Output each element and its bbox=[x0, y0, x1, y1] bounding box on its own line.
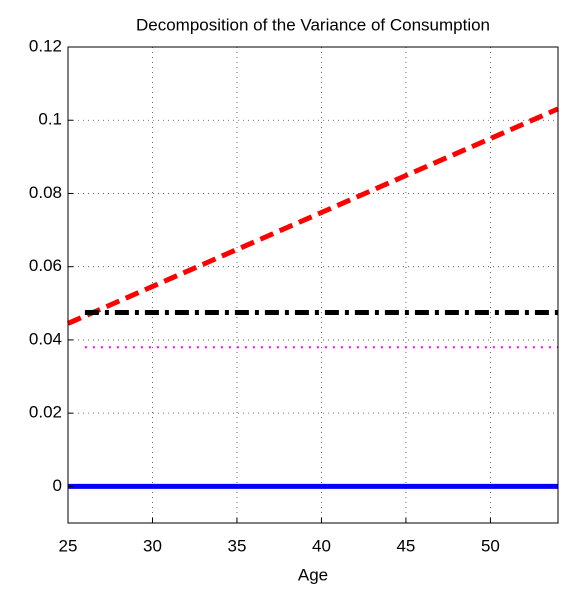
plot-area bbox=[68, 47, 558, 523]
chart-title: Decomposition of the Variance of Consump… bbox=[136, 15, 490, 34]
x-tick-label: 30 bbox=[143, 536, 162, 555]
ticks: 25 30 35 40 45 50 0 0.02 0.04 0.06 0.08 0.1 0.12 bbox=[29, 36, 500, 555]
x-tick-label: 25 bbox=[59, 536, 78, 555]
y-tick-label: 0.06 bbox=[29, 256, 62, 275]
plot-frame bbox=[67, 46, 559, 524]
x-tick-label: 50 bbox=[481, 536, 500, 555]
y-tick-label: 0.02 bbox=[29, 403, 62, 422]
x-tick-label: 35 bbox=[228, 536, 247, 555]
x-tick-label: 45 bbox=[396, 536, 415, 555]
series-line bbox=[66, 106, 560, 326]
x-axis-label: Age bbox=[298, 565, 328, 584]
y-tick-label: 0.04 bbox=[29, 329, 62, 348]
lines bbox=[66, 106, 560, 489]
x-tick-label: 40 bbox=[312, 536, 331, 555]
y-tick-label: 0 bbox=[53, 476, 62, 495]
y-tick-label: 0.1 bbox=[38, 110, 62, 129]
y-tick-label: 0.12 bbox=[29, 36, 62, 55]
y-tick-label: 0.08 bbox=[29, 183, 62, 202]
